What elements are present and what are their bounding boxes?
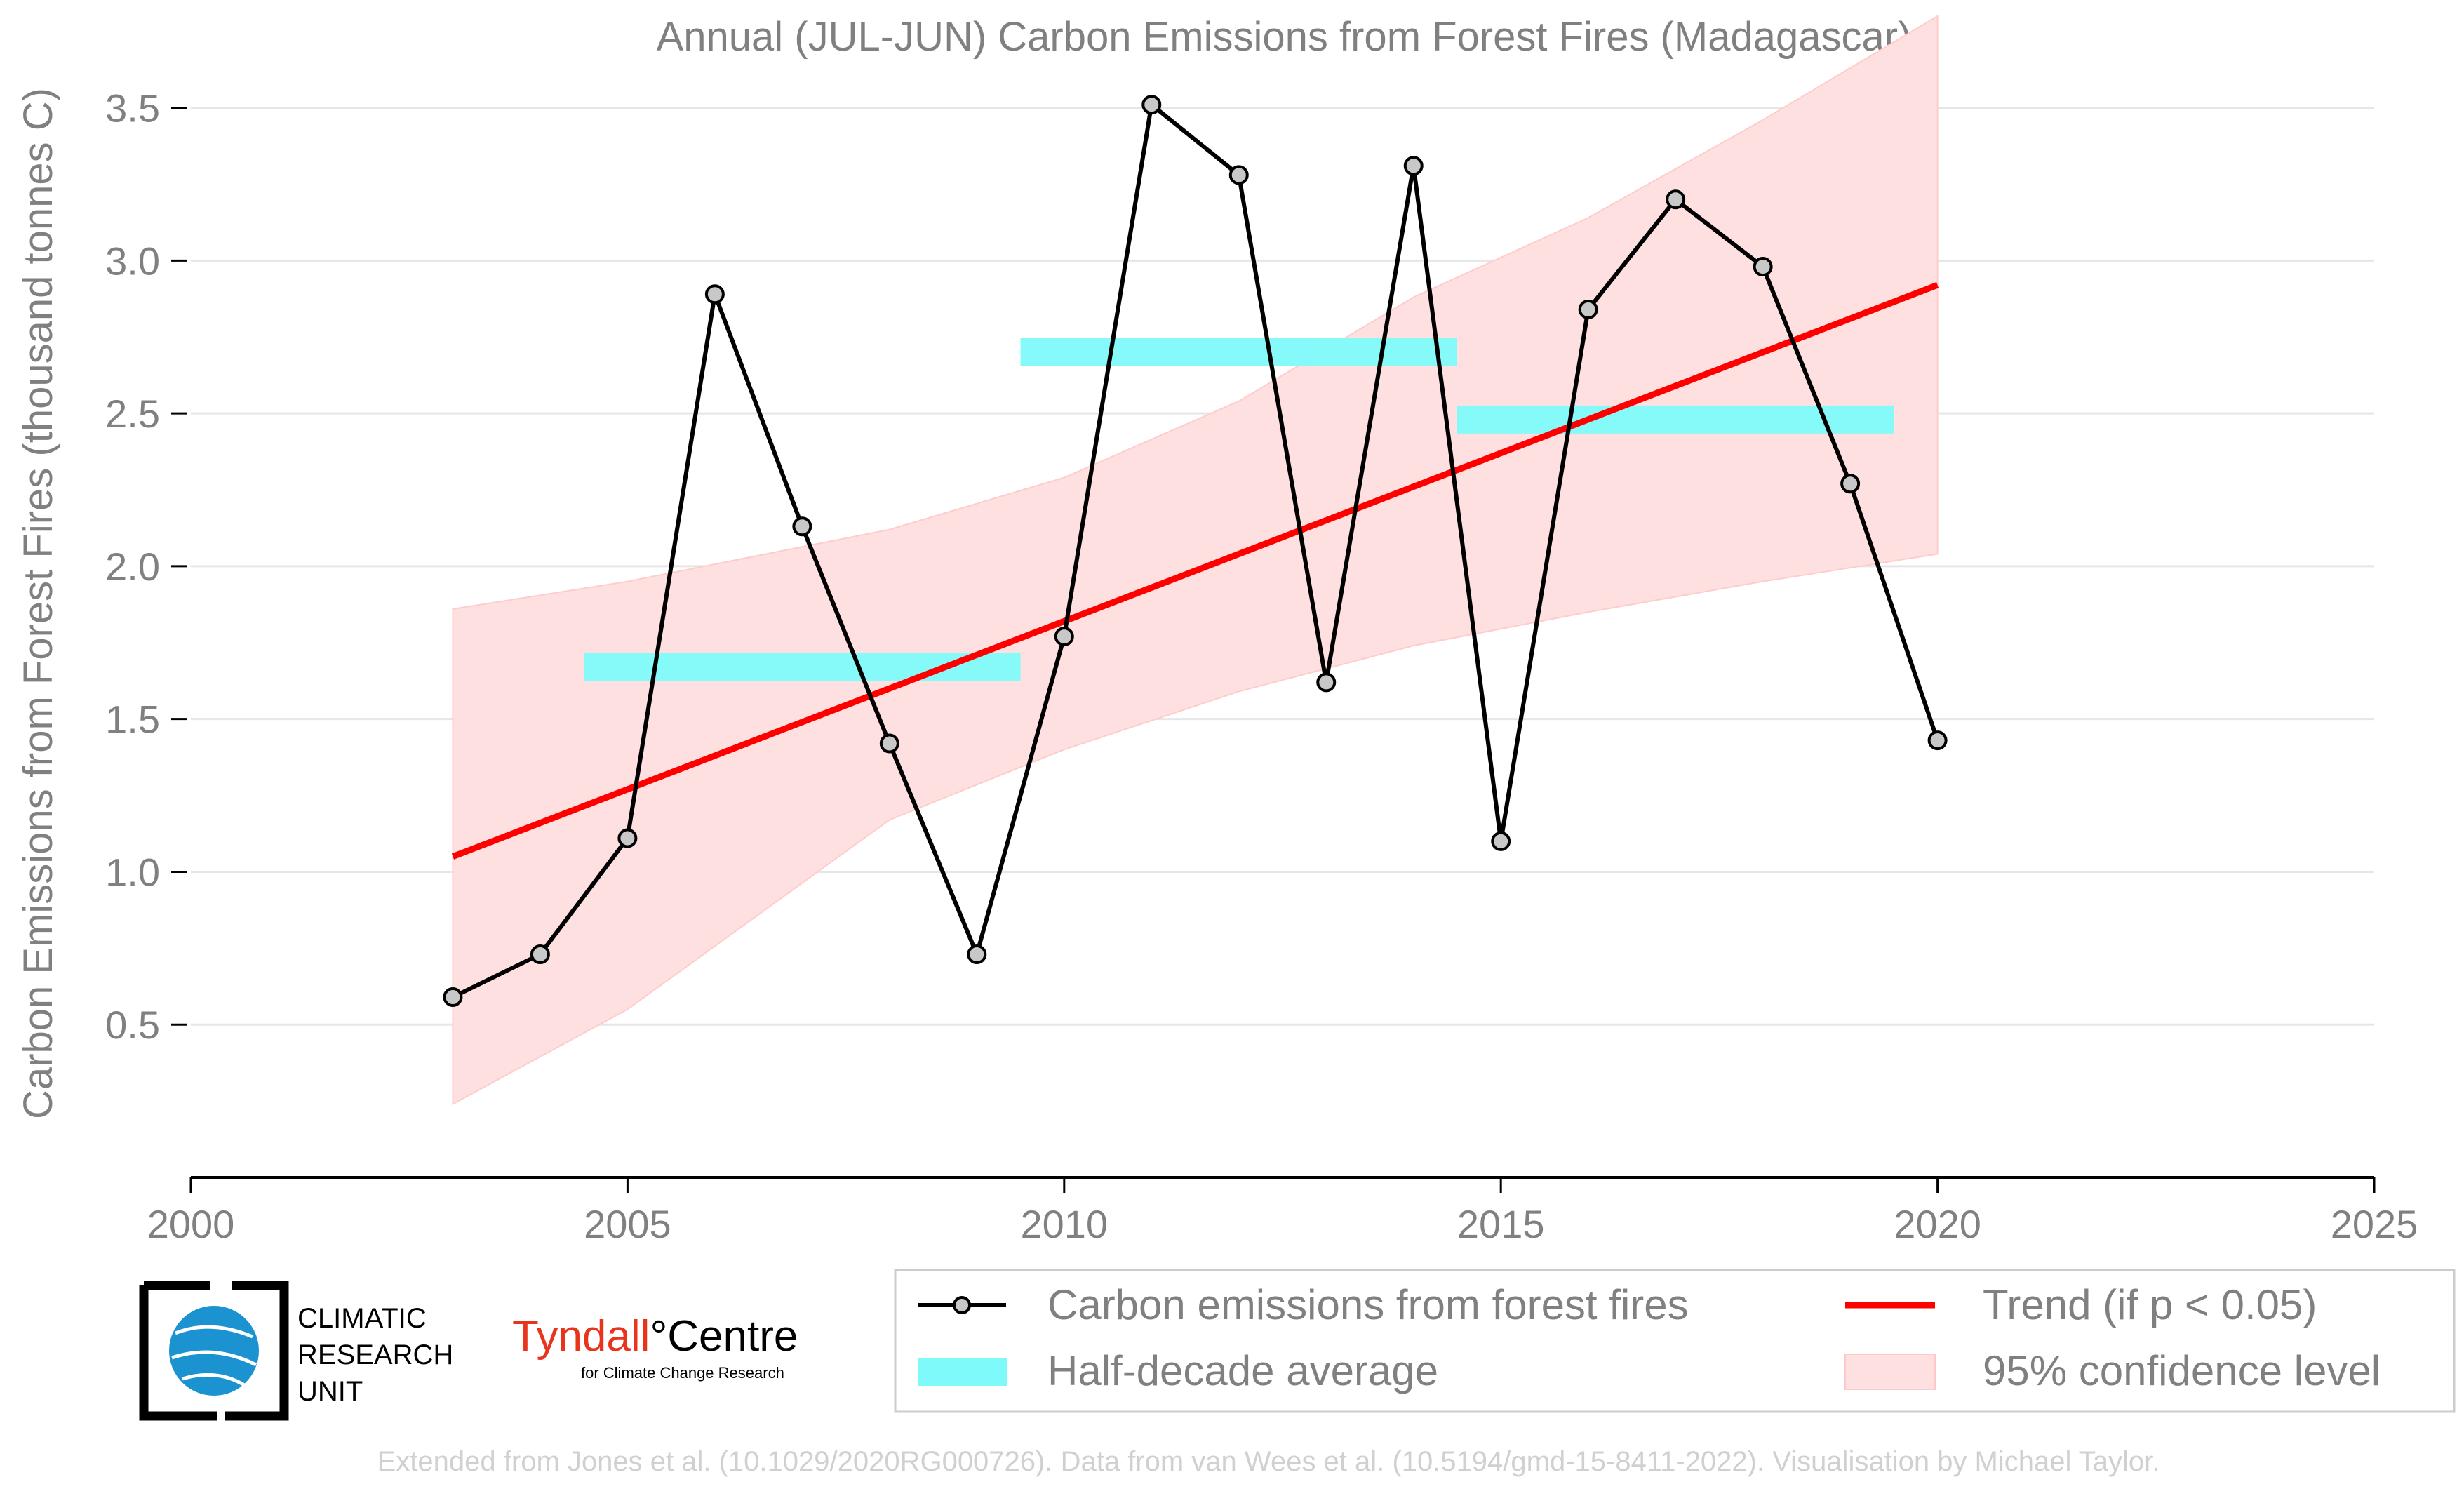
confidence-band xyxy=(452,15,1939,1106)
legend-series-marker xyxy=(953,1296,971,1314)
x-tick-label: 2000 xyxy=(147,1202,235,1246)
data-point xyxy=(1403,156,1424,176)
x-tick-label: 2020 xyxy=(1894,1202,1981,1246)
y-axis-label: Carbon Emissions from Forest Fires (thou… xyxy=(15,88,61,1119)
tyndall-wordmark: Tyndall°Centre xyxy=(512,1312,798,1361)
data-point xyxy=(1054,627,1074,647)
y-tick-label: 1.5 xyxy=(105,697,160,742)
confidence-band-layer xyxy=(452,15,1939,1106)
data-point xyxy=(1927,730,1948,751)
series-layer xyxy=(443,95,1948,1008)
y-tick-label: 1.0 xyxy=(105,850,160,894)
half-decade-bar xyxy=(1020,338,1457,366)
data-point xyxy=(704,284,725,305)
tyndall-main: Tyndall xyxy=(512,1312,650,1361)
data-point xyxy=(530,944,550,965)
legend-label-series: Carbon emissions from forest fires xyxy=(1047,1281,1689,1328)
cru-logo: CLIMATIC RESEARCH UNIT xyxy=(139,1281,453,1421)
data-point xyxy=(1491,831,1511,851)
trend-line xyxy=(451,281,1939,860)
cru-line-2: RESEARCH xyxy=(297,1340,453,1370)
cru-frame-icon xyxy=(139,1281,289,1421)
x-tick-label: 2010 xyxy=(1021,1202,1109,1246)
data-point xyxy=(1840,474,1861,494)
legend-label-average: Half-decade average xyxy=(1047,1347,1438,1394)
y-tick-label: 2.5 xyxy=(105,392,160,436)
data-point xyxy=(617,828,638,848)
globe-lines-icon xyxy=(171,1325,257,1388)
x-tick-label: 2015 xyxy=(1457,1202,1545,1246)
data-point xyxy=(1753,257,1773,277)
data-point xyxy=(879,733,899,754)
data-point xyxy=(1141,95,1162,115)
data-point xyxy=(443,987,463,1008)
legend-box xyxy=(894,1269,2456,1413)
chart-title: Annual (JUL-JUN) Carbon Emissions from F… xyxy=(657,14,1912,60)
half-decade-bar xyxy=(584,653,1021,681)
data-point xyxy=(1228,165,1249,185)
y-tick-label: 3.0 xyxy=(105,239,160,283)
x-tick-label: 2005 xyxy=(584,1202,671,1246)
legend-band-swatch xyxy=(1844,1354,1936,1390)
legend-average-swatch xyxy=(918,1358,1007,1386)
trend-layer xyxy=(451,281,1939,860)
half-decade-average-layer xyxy=(584,338,1894,681)
data-point xyxy=(1578,300,1598,320)
series-line xyxy=(452,102,1940,999)
tyndall-subtitle: for Climate Change Research xyxy=(581,1364,784,1382)
data-point xyxy=(1666,189,1686,210)
y-tick-label: 3.5 xyxy=(105,86,160,131)
legend: Carbon emissions from forest fires Trend… xyxy=(894,1269,2456,1413)
data-point xyxy=(967,944,987,965)
legend-label-trend: Trend (if p < 0.05) xyxy=(1983,1281,2317,1328)
cru-line-3: UNIT xyxy=(297,1376,363,1407)
data-point xyxy=(1316,672,1337,693)
data-point xyxy=(792,516,812,537)
tyndall-logo: Tyndall°Centre for Climate Change Resear… xyxy=(512,1312,798,1382)
y-tick-label: 2.0 xyxy=(105,545,160,589)
cru-line-1: CLIMATIC xyxy=(297,1303,427,1334)
y-tick-label: 0.5 xyxy=(105,1003,160,1047)
footer-credit: Extended from Jones et al. (10.1029/2020… xyxy=(377,1446,2160,1477)
axes: 0.5 1.0 1.5 2.0 2.5 3.0 3.5 2000 2005 2010 2015 202… xyxy=(105,86,2418,1246)
x-tick-label: 2025 xyxy=(2331,1202,2418,1246)
tyndall-suffix: °Centre xyxy=(650,1312,798,1361)
legend-label-band: 95% confidence level xyxy=(1983,1347,2381,1394)
